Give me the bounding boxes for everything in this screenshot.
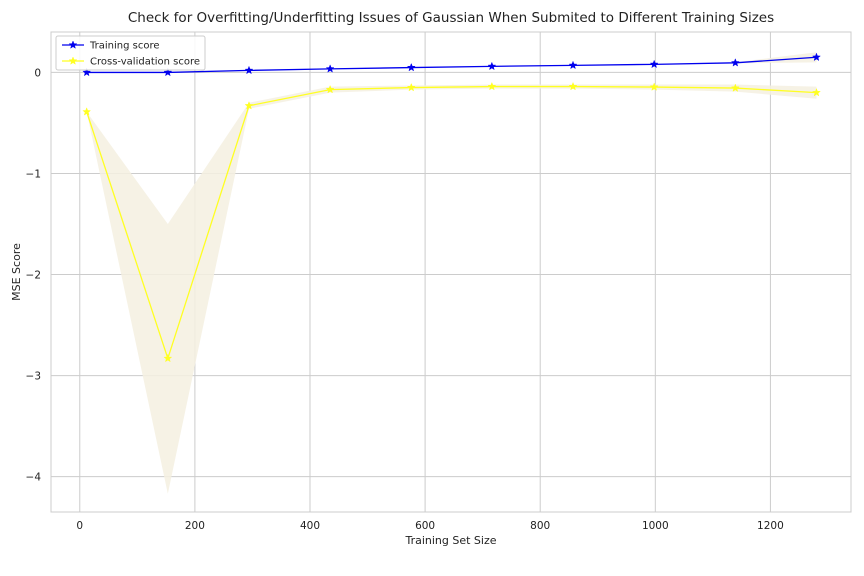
plot-frame [50, 31, 852, 513]
legend-box [55, 35, 206, 71]
data-point [82, 67, 92, 77]
confidence-band-series-1 [86, 84, 817, 494]
x-axis-ticks: 0 200 400 600 800 1000 1200 [76, 520, 783, 532]
data-point [325, 84, 335, 94]
legend-swatch-marker [68, 40, 78, 49]
series-lines [86, 56, 817, 361]
y-axis-label: MSE Score [10, 243, 23, 301]
legend-entry-label: Training score [89, 41, 160, 52]
data-point [406, 62, 416, 72]
x-tick-label: 400 [300, 520, 320, 532]
data-point [568, 81, 578, 91]
y-tick-label: −3 [26, 371, 41, 383]
data-point [244, 65, 254, 75]
series-markers [82, 52, 821, 363]
data-point [163, 67, 173, 77]
series-line-1 [86, 85, 817, 361]
x-tick-label: 800 [530, 520, 550, 532]
data-point [730, 58, 740, 67]
legend-entry-label: Cross-validation score [90, 57, 200, 68]
data-point [325, 64, 335, 73]
confidence-bands [86, 52, 817, 494]
data-point [649, 59, 659, 69]
y-tick-label: 0 [34, 67, 41, 79]
legend: Training score Cross-validation score [55, 35, 206, 71]
x-tick-label: 1000 [642, 520, 669, 532]
legend-swatch-marker [68, 56, 78, 65]
data-point [163, 353, 173, 363]
data-point [811, 87, 821, 97]
data-point [811, 52, 821, 62]
data-point [649, 82, 659, 91]
y-axis-ticks: 0 −1 −2 −3 −4 [26, 67, 42, 483]
data-point [568, 60, 578, 70]
y-tick-label: −1 [26, 168, 41, 180]
series-line-0 [86, 56, 817, 74]
data-point [487, 81, 497, 91]
y-tick-label: −4 [26, 472, 42, 484]
x-tick-label: 0 [76, 520, 83, 532]
x-tick-label: 600 [415, 520, 435, 532]
x-axis-label: Training Set Size [404, 534, 496, 547]
data-point [244, 101, 254, 110]
chart-title: Check for Overfitting/Underfitting Issue… [128, 10, 774, 26]
data-point [82, 107, 92, 116]
y-tick-label: −2 [26, 270, 41, 282]
x-tick-label: 200 [185, 520, 205, 532]
data-point [487, 61, 497, 71]
data-point [730, 83, 740, 92]
x-tick-label: 1200 [757, 520, 784, 532]
data-point [406, 82, 416, 92]
